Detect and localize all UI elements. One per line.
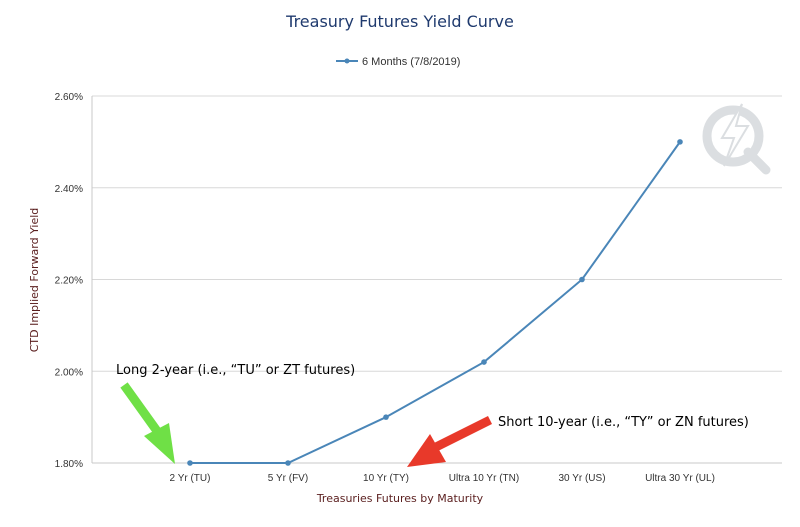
- x-tick-label: Ultra 30 Yr (UL): [645, 473, 715, 484]
- data-point[interactable]: [285, 460, 291, 466]
- green-arrow-head: [144, 423, 175, 464]
- watermark-q-tail: [743, 147, 771, 175]
- x-tick-label: 30 Yr (US): [558, 473, 605, 484]
- data-point[interactable]: [481, 359, 487, 365]
- y-tick-label: 2.60%: [55, 92, 83, 103]
- y-axis-title: CTD Implied Forward Yield: [28, 208, 41, 353]
- watermark-logo: [702, 103, 771, 175]
- y-axis-ticks: 1.80% 2.00% 2.20% 2.40% 2.60%: [55, 92, 83, 470]
- data-point[interactable]: [677, 139, 683, 145]
- annotation-short-10yr: Short 10-year (i.e., “TY” or ZN futures): [498, 415, 749, 430]
- x-axis-ticks: 2 Yr (TU) 5 Yr (FV) 10 Yr (TY) Ultra 10 Yr …: [170, 473, 715, 484]
- watermark-q-ring: [702, 105, 764, 167]
- y-tick-label: 2.20%: [55, 276, 83, 287]
- x-tick-label: 2 Yr (TU): [170, 473, 211, 484]
- red-arrow-head: [407, 434, 446, 467]
- data-point[interactable]: [187, 460, 193, 466]
- y-tick-label: 2.00%: [55, 367, 83, 378]
- y-tick-label: 1.80%: [55, 459, 83, 470]
- chart-legend[interactable]: 6 Months (7/8/2019): [336, 56, 460, 68]
- data-point[interactable]: [383, 414, 389, 420]
- green-arrow-shaft: [120, 382, 161, 434]
- x-tick-label: 10 Yr (TY): [363, 473, 409, 484]
- x-tick-label: Ultra 10 Yr (TN): [449, 473, 519, 484]
- annotation-long-2yr: Long 2-year (i.e., “TU” or ZT futures): [116, 363, 355, 378]
- chart-title: Treasury Futures Yield Curve: [285, 12, 514, 31]
- series-points: [187, 139, 683, 466]
- x-tick-label: 5 Yr (FV): [268, 473, 308, 484]
- series-line[interactable]: [190, 141, 681, 464]
- lightning-icon: [720, 103, 750, 167]
- legend-swatch-marker: [344, 58, 350, 64]
- red-arrow-icon: [407, 415, 493, 467]
- legend-label: 6 Months (7/8/2019): [362, 56, 460, 68]
- gridlines: [92, 95, 782, 372]
- green-arrow-icon: [120, 382, 175, 464]
- red-arrow-shaft: [433, 415, 493, 452]
- x-axis-title: Treasuries Futures by Maturity: [316, 492, 484, 505]
- data-point[interactable]: [579, 276, 585, 283]
- y-tick-label: 2.40%: [55, 184, 83, 195]
